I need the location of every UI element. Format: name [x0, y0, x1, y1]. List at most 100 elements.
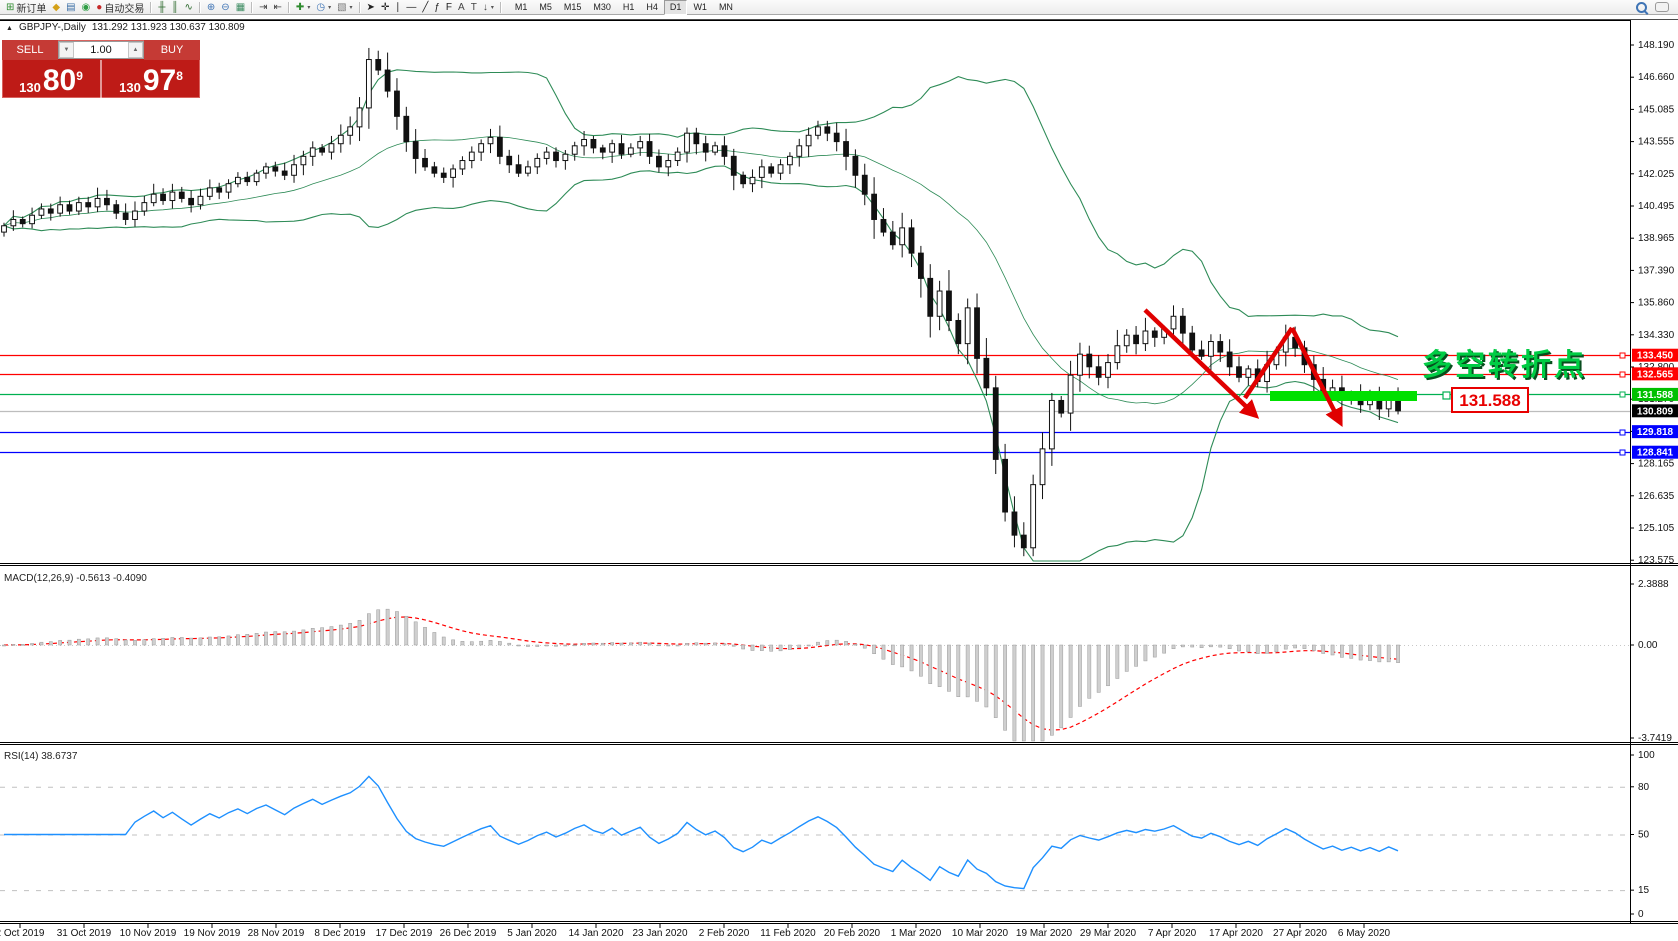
- macd-bar: [1368, 644, 1372, 661]
- candle: [899, 227, 906, 246]
- timeframe-mn[interactable]: MN: [718, 1, 733, 12]
- candle: [1217, 341, 1224, 353]
- sell-button[interactable]: SELL: [2, 40, 58, 60]
- svg-text:0: 0: [1638, 909, 1644, 920]
- candle: [515, 164, 522, 174]
- tile-windows-button[interactable]: ▦: [233, 1, 248, 14]
- timeframe-d1[interactable]: D1: [663, 0, 688, 15]
- zoom-out-button[interactable]: ⊖: [218, 1, 232, 14]
- zoom-out-icon: ⊖: [221, 1, 230, 13]
- price-tag-box[interactable]: [1451, 387, 1529, 413]
- volume-down-icon[interactable]: ▼: [59, 42, 74, 58]
- buy-price-button[interactable]: 130 97 8: [102, 60, 200, 98]
- timeframe-m5[interactable]: M5: [539, 1, 552, 12]
- cursor-button[interactable]: ➤: [364, 1, 378, 14]
- macd-bar: [1078, 644, 1082, 707]
- timeframe-h1[interactable]: H1: [622, 1, 635, 12]
- annotation-text[interactable]: 多空转折点: [1422, 349, 1587, 382]
- periods-button[interactable]: ◷ ▾: [313, 1, 334, 14]
- add-indicator-button[interactable]: ✚ ▾: [293, 1, 313, 14]
- chart-bars-button[interactable]: ║: [168, 1, 181, 14]
- macd-bar: [179, 637, 184, 646]
- add-indicator-dropdown-icon[interactable]: ▾: [307, 4, 311, 11]
- text-button[interactable]: A: [455, 1, 468, 14]
- volume-up-icon[interactable]: ▲: [128, 42, 143, 58]
- macd-bar: [1106, 644, 1110, 687]
- window-separator: [0, 19, 1678, 20]
- market-watch-button[interactable]: ▤: [63, 1, 78, 14]
- macd-bar: [254, 633, 259, 646]
- hline-handle[interactable]: [1619, 352, 1626, 359]
- autotrading-button[interactable]: ● 自动交易: [93, 1, 147, 15]
- volume-value[interactable]: 1.00: [90, 44, 112, 56]
- signals-button[interactable]: ◉: [79, 1, 94, 14]
- search-icon[interactable]: [1636, 1, 1647, 13]
- candle: [122, 212, 129, 220]
- candle: [1123, 334, 1130, 347]
- chat-icon[interactable]: [1655, 2, 1669, 12]
- arrows-dropdown-icon[interactable]: ▾: [490, 4, 494, 11]
- support-zone-bar[interactable]: [1270, 391, 1417, 401]
- volume-stepper[interactable]: ▼ 1.00 ▲: [58, 41, 144, 59]
- timeframe-h4[interactable]: H4: [646, 1, 658, 12]
- equidistant-channel-button[interactable]: ƒ: [431, 1, 443, 14]
- down-trend-arrow[interactable]: [1143, 308, 1260, 419]
- macd-bar: [58, 640, 62, 646]
- candle: [85, 202, 92, 208]
- auto-scroll-button[interactable]: ⇥: [256, 1, 270, 14]
- hline-handle[interactable]: [1442, 391, 1451, 400]
- sell-price-button[interactable]: 130 80 9: [2, 60, 100, 98]
- macd-bar: [1293, 644, 1297, 649]
- indicators-list-button[interactable]: ◆: [49, 1, 63, 14]
- arrows-button[interactable]: ↓ ▾: [480, 1, 497, 14]
- date-label: 19 Nov 2019: [184, 928, 241, 939]
- up-swing-line[interactable]: [1243, 326, 1294, 400]
- candle: [478, 143, 485, 153]
- zoom-in-button[interactable]: ⊕: [204, 1, 218, 14]
- timeframe-w1[interactable]: W1: [693, 1, 707, 12]
- candle: [1151, 330, 1158, 338]
- trendline-button[interactable]: ╱: [419, 1, 431, 14]
- fibonacci-button[interactable]: F: [443, 1, 455, 14]
- svg-text:15: 15: [1638, 885, 1650, 896]
- macd-bar: [1349, 644, 1354, 659]
- candle: [590, 138, 597, 149]
- timeframe-m30[interactable]: M30: [593, 1, 611, 12]
- text-icon: A: [458, 1, 465, 13]
- timeframe-m1[interactable]: M1: [514, 1, 528, 12]
- crosshair-icon: ✛: [380, 1, 390, 13]
- macd-bar: [151, 638, 156, 646]
- candle: [721, 145, 728, 157]
- new-order-button[interactable]: ⊞ 新订单: [3, 1, 49, 15]
- periods-dropdown-icon[interactable]: ▾: [328, 4, 332, 11]
- templates-dropdown-icon[interactable]: ▾: [349, 4, 353, 11]
- hline-handle[interactable]: [1619, 449, 1626, 456]
- hline-handle[interactable]: [1619, 391, 1626, 398]
- macd-bar: [872, 644, 876, 654]
- macd-bar: [834, 639, 839, 646]
- candle: [1198, 349, 1205, 357]
- horizontal-line-button[interactable]: ―: [403, 1, 419, 14]
- timeframe-m15[interactable]: M15: [563, 1, 582, 12]
- chart-line-icon: ∿: [184, 1, 193, 13]
- chart-line-button[interactable]: ∿: [182, 1, 196, 14]
- candle: [468, 151, 475, 162]
- buy-button[interactable]: BUY: [144, 40, 200, 60]
- text-label-button[interactable]: T: [468, 1, 480, 14]
- vertical-line-button[interactable]: ∣: [392, 1, 403, 14]
- macd-bar: [778, 644, 783, 652]
- candle: [637, 141, 644, 149]
- chart-candlesticks-button[interactable]: ╫: [155, 1, 168, 14]
- down-break-arrow[interactable]: [1289, 326, 1343, 428]
- date-label: 5 Jan 2020: [507, 928, 557, 939]
- candle: [1011, 511, 1018, 536]
- hline-handle[interactable]: [1619, 429, 1626, 436]
- crosshair-button[interactable]: ✛: [378, 1, 392, 14]
- date-label: 1 Mar 2020: [891, 928, 942, 939]
- hline-handle[interactable]: [1619, 371, 1626, 378]
- svg-text:-3.7419: -3.7419: [1638, 733, 1672, 744]
- templates-button[interactable]: ▧ ▾: [334, 1, 355, 14]
- price-tag-text: 131.588: [1459, 391, 1520, 410]
- chart-shift-button[interactable]: ⇤: [271, 1, 285, 14]
